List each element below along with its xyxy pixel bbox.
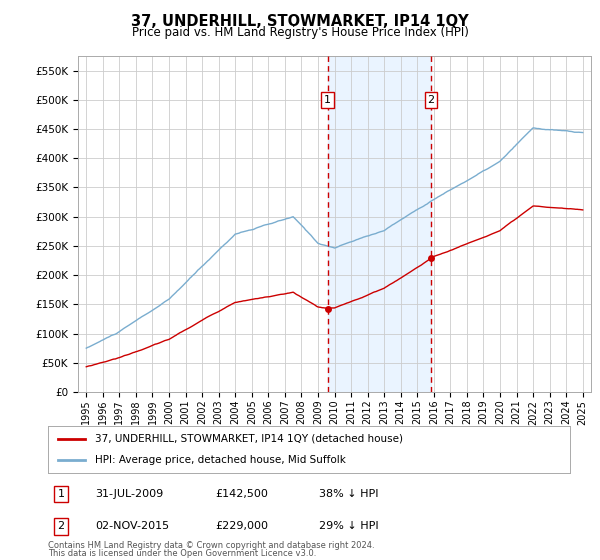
Text: HPI: Average price, detached house, Mid Suffolk: HPI: Average price, detached house, Mid … <box>95 455 346 465</box>
Text: £142,500: £142,500 <box>215 489 268 499</box>
Text: Price paid vs. HM Land Registry's House Price Index (HPI): Price paid vs. HM Land Registry's House … <box>131 26 469 39</box>
Bar <box>328 56 431 392</box>
Text: Contains HM Land Registry data © Crown copyright and database right 2024.: Contains HM Land Registry data © Crown c… <box>48 541 374 550</box>
Text: 37, UNDERHILL, STOWMARKET, IP14 1QY (detached house): 37, UNDERHILL, STOWMARKET, IP14 1QY (det… <box>95 434 403 444</box>
Text: 2: 2 <box>58 521 65 531</box>
Text: 29% ↓ HPI: 29% ↓ HPI <box>319 521 379 531</box>
Text: 37, UNDERHILL, STOWMARKET, IP14 1QY: 37, UNDERHILL, STOWMARKET, IP14 1QY <box>131 14 469 29</box>
Text: 02-NOV-2015: 02-NOV-2015 <box>95 521 169 531</box>
Text: 1: 1 <box>58 489 65 499</box>
Text: 31-JUL-2009: 31-JUL-2009 <box>95 489 163 499</box>
Text: £229,000: £229,000 <box>215 521 268 531</box>
Text: 1: 1 <box>324 95 331 105</box>
Text: This data is licensed under the Open Government Licence v3.0.: This data is licensed under the Open Gov… <box>48 549 316 558</box>
Text: 2: 2 <box>428 95 435 105</box>
Text: 38% ↓ HPI: 38% ↓ HPI <box>319 489 379 499</box>
